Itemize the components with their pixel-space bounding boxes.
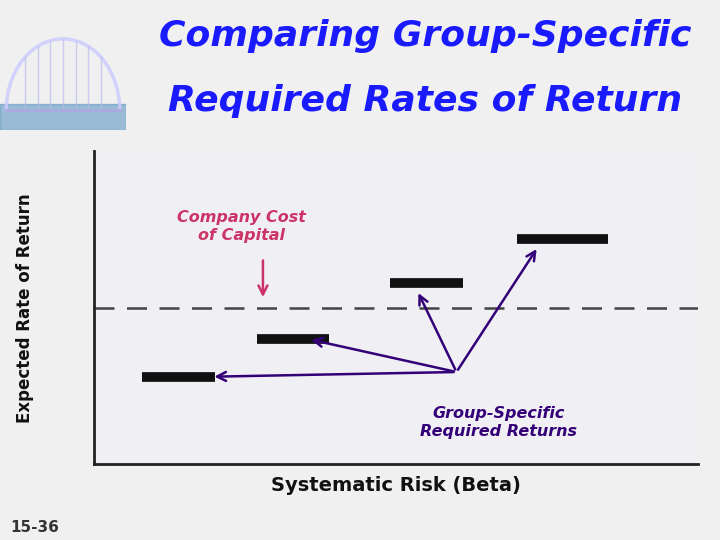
Polygon shape [0,104,126,130]
X-axis label: Systematic Risk (Beta): Systematic Risk (Beta) [271,476,521,495]
Text: Company Cost
of Capital: Company Cost of Capital [177,210,306,242]
Text: Group-Specific
Required Returns: Group-Specific Required Returns [420,407,577,439]
Text: Expected Rate of Return: Expected Rate of Return [16,193,35,423]
Text: Required Rates of Return: Required Rates of Return [168,84,682,118]
Text: Comparing Group-Specific: Comparing Group-Specific [158,19,691,53]
Text: 15-36: 15-36 [11,520,60,535]
